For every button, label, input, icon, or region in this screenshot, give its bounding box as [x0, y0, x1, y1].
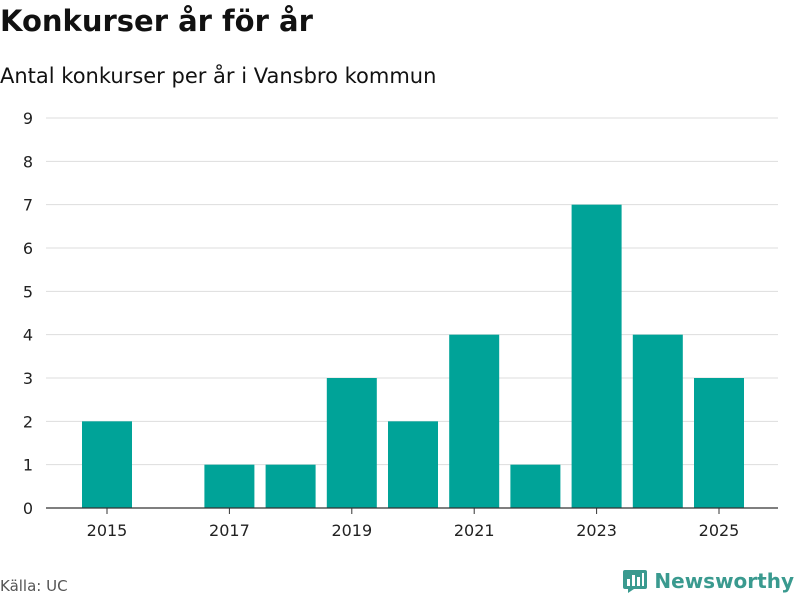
x-tick-label: 2023	[576, 521, 617, 540]
y-tick-label: 2	[23, 412, 33, 431]
axes: 0 1 2 3 4 5 6 7 8 9 2015 2017 2019 2021 2023 2025	[23, 109, 778, 540]
y-tick-label: 3	[23, 369, 33, 388]
bars	[82, 204, 744, 508]
y-tick-label: 5	[23, 282, 33, 301]
x-tick-label: 2017	[209, 521, 250, 540]
x-tick-label: 2019	[331, 521, 372, 540]
bar-chart-logo-icon	[623, 570, 648, 593]
chart-title: Konkurser år för år	[0, 4, 313, 38]
bar-chart: 0 1 2 3 4 5 6 7 8 9 2015 2017 2019 2021 2023 2025	[23, 109, 778, 540]
x-tick-label: 2025	[699, 521, 740, 540]
bar	[204, 464, 255, 508]
y-tick-label: 1	[23, 456, 33, 475]
y-tick-label: 4	[23, 326, 33, 345]
bar	[449, 334, 500, 508]
bar	[571, 204, 622, 508]
bar	[388, 421, 438, 508]
brand-name: Newsworthy	[654, 569, 794, 593]
brand-logo: Newsworthy	[622, 568, 794, 594]
bar	[510, 464, 561, 508]
y-tick-label: 6	[23, 239, 33, 258]
y-tick-label: 8	[23, 152, 33, 171]
x-tick-label: 2021	[454, 521, 495, 540]
bar	[632, 334, 683, 508]
y-tick-label: 7	[23, 196, 33, 215]
x-tick-label: 2015	[87, 521, 128, 540]
bar	[694, 378, 744, 508]
source-note: Källa: UC	[0, 577, 68, 595]
bar	[265, 464, 316, 508]
bar	[82, 421, 132, 508]
bar	[326, 378, 377, 508]
y-tick-label: 9	[23, 109, 33, 128]
y-tick-label: 0	[23, 499, 33, 518]
chart-subtitle: Antal konkurser per år i Vansbro kommun	[0, 64, 437, 88]
